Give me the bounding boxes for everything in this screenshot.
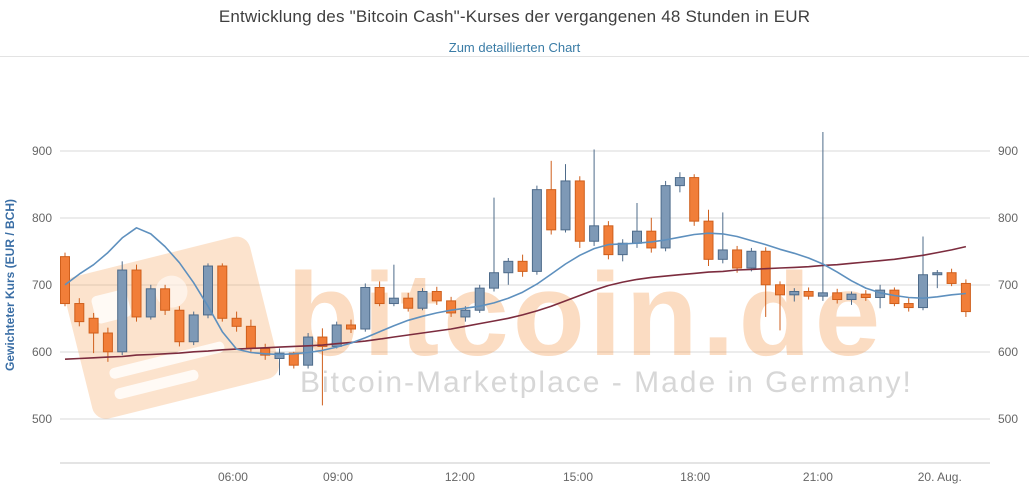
- candle: [589, 149, 600, 246]
- candle: [960, 279, 971, 317]
- candle: [746, 247, 757, 272]
- candle: [231, 311, 242, 332]
- candle: [88, 312, 99, 354]
- candle: [789, 288, 800, 302]
- candle: [446, 296, 457, 317]
- brand-watermark-text: bitcoin.de: [287, 249, 884, 381]
- y-axis-tick-left: 700: [32, 278, 52, 292]
- y-axis-tick-right: 700: [998, 278, 1018, 292]
- x-axis-tick: 18:00: [680, 470, 710, 484]
- y-axis-tick-right: 900: [998, 144, 1018, 158]
- candle: [60, 252, 70, 307]
- candle: [417, 288, 428, 311]
- candle: [732, 245, 743, 273]
- tagline-watermark-text: Bitcoin-Marketplace - Made in Germany!: [300, 366, 913, 399]
- candle: [889, 287, 900, 307]
- y-axis-title: Gewichteter Kurs (EUR / BCH): [3, 199, 17, 371]
- candle: [632, 203, 642, 248]
- candle: [946, 268, 957, 287]
- candle: [102, 327, 113, 362]
- candle: [403, 292, 414, 312]
- candles: [60, 132, 971, 406]
- candle: [503, 257, 514, 285]
- y-axis-tick-left: 800: [32, 211, 52, 225]
- page-title: Entwicklung des "Bitcoin Cash"-Kurses de…: [218, 7, 811, 26]
- candle: [646, 217, 657, 253]
- candle: [560, 164, 571, 233]
- candle: [346, 319, 356, 334]
- candle: [489, 197, 499, 292]
- candle: [603, 221, 614, 260]
- candle: [217, 263, 228, 322]
- candle: [431, 286, 442, 305]
- candle: [145, 284, 156, 320]
- candle: [674, 172, 685, 193]
- x-axis-tick: 20. Aug.: [918, 470, 962, 484]
- candle: [317, 328, 328, 406]
- candle: [274, 348, 285, 376]
- candle: [531, 185, 542, 275]
- candle: [131, 264, 142, 322]
- axis-labels: 900 900 800 800 700 700 600 600 500 500 06:00 09:00…: [32, 144, 1018, 484]
- candle: [817, 132, 828, 301]
- candle: [374, 281, 385, 307]
- y-axis-tick-right: 600: [998, 345, 1018, 359]
- x-axis-tick: 09:00: [323, 470, 353, 484]
- candle: [860, 290, 871, 301]
- candle: [360, 283, 371, 332]
- x-axis-tick: 12:00: [445, 470, 475, 484]
- candle: [188, 311, 199, 346]
- candle: [174, 306, 185, 347]
- candle: [932, 270, 943, 289]
- candle: [388, 264, 399, 307]
- x-axis-tick: 21:00: [803, 470, 833, 484]
- candle: [918, 236, 928, 311]
- candle: [846, 291, 857, 305]
- y-axis-tick-right: 500: [998, 412, 1018, 426]
- candle: [303, 333, 314, 369]
- candle: [832, 288, 843, 304]
- ma-fast-line: [64, 227, 966, 356]
- x-axis-tick: 15:00: [563, 470, 593, 484]
- candle: [903, 298, 914, 312]
- link-row: Zum detaillierten Chart: [0, 39, 1029, 57]
- y-axis-tick-left: 500: [32, 412, 52, 426]
- x-axis-tick: 06:00: [218, 470, 248, 484]
- candle: [574, 176, 585, 248]
- candle: [74, 298, 85, 327]
- candle: [546, 160, 557, 235]
- candle: [517, 254, 528, 277]
- candle: [717, 212, 728, 264]
- detailed-chart-link[interactable]: Zum detaillierten Chart: [448, 40, 581, 55]
- candle: [474, 284, 485, 313]
- candle: [203, 263, 213, 319]
- candle: [803, 287, 814, 300]
- header-divider: [0, 56, 1029, 57]
- candle: [775, 281, 785, 331]
- candle: [160, 284, 171, 315]
- y-axis-tick-left: 900: [32, 144, 52, 158]
- ma-slow-line: [64, 245, 967, 360]
- y-axis-tick-left: 600: [32, 345, 52, 359]
- y-axis-tick-right: 800: [998, 211, 1018, 225]
- candle: [117, 261, 128, 356]
- candle: [703, 209, 714, 267]
- candle: [689, 174, 700, 226]
